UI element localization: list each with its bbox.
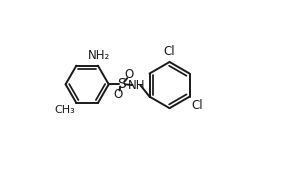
Text: CH₃: CH₃ [54, 105, 75, 115]
Text: S: S [118, 77, 126, 91]
Text: NH: NH [128, 79, 145, 92]
Text: NH₂: NH₂ [88, 49, 110, 62]
Text: O: O [113, 88, 123, 101]
Text: Cl: Cl [192, 99, 203, 112]
Text: O: O [124, 68, 133, 81]
Text: Cl: Cl [164, 45, 175, 58]
